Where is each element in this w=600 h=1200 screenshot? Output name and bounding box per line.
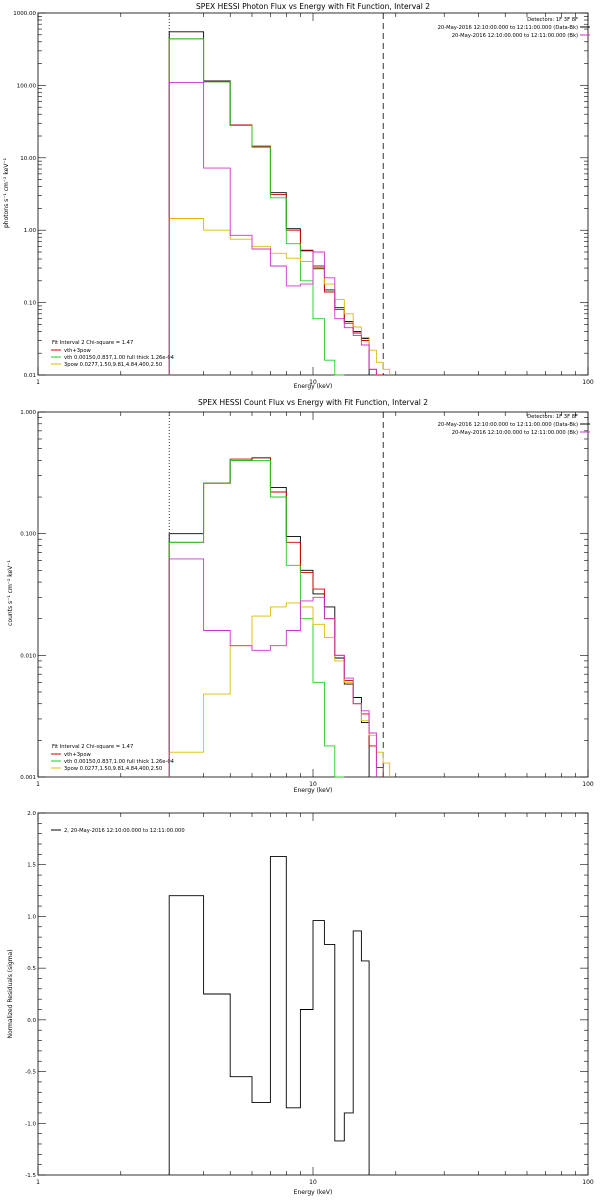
header-line-2: 20-May-2016 12:10:00.000 to 12:11:00.000… bbox=[438, 25, 578, 31]
legend-title: Fit Interval 2 Chi-square = 1.47 bbox=[52, 340, 133, 346]
series-total-line bbox=[168, 457, 370, 777]
y-tick-label: 0.100 bbox=[20, 532, 36, 538]
y-tick-label: 0.0 bbox=[27, 1018, 36, 1024]
x-tick-label: 1 bbox=[36, 379, 40, 386]
y-axis-label: counts s⁻¹ cm⁻² keV⁻¹ bbox=[7, 560, 14, 626]
legend-label-vth: vth 0.00150,0.837,1.00 full thick 1.26e-… bbox=[64, 355, 175, 361]
series-total-line bbox=[168, 855, 370, 1175]
x-tick-label: 100 bbox=[582, 781, 594, 788]
header-line-3: 20-May-2016 12:10:00.000 to 12:11:00.000… bbox=[452, 430, 578, 436]
x-axis-label: Energy (keV) bbox=[294, 787, 333, 794]
x-tick-label: 10 bbox=[309, 781, 317, 788]
legend-label-fit: vth+3pow bbox=[64, 348, 92, 354]
series-total-line bbox=[168, 31, 370, 375]
y-tick-label: 1.0 bbox=[27, 914, 36, 920]
y-tick-label: -0.5 bbox=[25, 1070, 36, 1076]
series-3pow-line bbox=[168, 218, 391, 375]
x-tick-label: 100 bbox=[582, 379, 594, 386]
photon-flux-panel: SPEX HESSI Photon Flux vs Energy with Fi… bbox=[3, 2, 594, 390]
plot-frame bbox=[37, 411, 589, 778]
y-tick-label: -1.0 bbox=[25, 1121, 36, 1127]
legend-label-residual: 2, 20-May-2016 12:10:00.000 to 12:11:00.… bbox=[64, 828, 185, 834]
series-fit_sum-line bbox=[168, 457, 384, 777]
y-tick-label: 0.001 bbox=[20, 775, 36, 781]
y-tick-label: 0.10 bbox=[24, 301, 37, 307]
legend-label-3pow: 3pow 0.0277,1.50,9.81,4.84,400,2.50 bbox=[64, 362, 162, 368]
series-vth-line bbox=[168, 38, 345, 376]
x-tick-label: 10 bbox=[309, 379, 317, 386]
series-bk-line bbox=[168, 558, 377, 777]
header-line-3: 20-May-2016 12:10:00.000 to 12:11:00.000… bbox=[452, 33, 578, 39]
y-tick-label: 0.01 bbox=[24, 373, 36, 379]
panel-title: SPEX HESSI Count Flux vs Energy with Fit… bbox=[198, 398, 428, 407]
header-line-1: Detectors: 1F 3F 8F bbox=[527, 414, 578, 420]
series-vth-line bbox=[168, 459, 345, 778]
count-flux-panel: SPEX HESSI Count Flux vs Energy with Fit… bbox=[7, 398, 594, 794]
x-axis-label: Energy (keV) bbox=[294, 1189, 333, 1196]
residuals-panel: Energy (keV) Normalized Residuals (sigma… bbox=[7, 811, 594, 1196]
series-fit_sum-line bbox=[168, 38, 384, 376]
plot-frame bbox=[37, 12, 589, 376]
x-tick-label: 10 bbox=[309, 1179, 317, 1186]
x-tick-label: 100 bbox=[582, 1179, 594, 1186]
panel-title: SPEX HESSI Photon Flux vs Energy with Fi… bbox=[196, 2, 430, 11]
legend-title: Fit Interval 2 Chi-square = 1.47 bbox=[52, 744, 133, 750]
y-tick-label: 0.010 bbox=[20, 653, 36, 659]
y-tick-label: 1.00 bbox=[24, 228, 37, 234]
legend-label-3pow: 3pow 0.0277,1.50,9.81,4.84,400,2.50 bbox=[64, 766, 162, 772]
legend-label-fit: vth+3pow bbox=[64, 752, 92, 758]
legend-label-vth: vth 0.00150,0.837,1.00 full thick 1.26e-… bbox=[64, 759, 175, 765]
series-3pow-line bbox=[168, 602, 391, 777]
x-axis-label: Energy (keV) bbox=[294, 383, 333, 390]
y-tick-label: 1000.00 bbox=[13, 11, 36, 17]
y-tick-label: 1.5 bbox=[27, 863, 36, 869]
y-axis-label: Normalized Residuals (sigma) bbox=[7, 949, 14, 1038]
y-tick-label: 2.0 bbox=[27, 811, 36, 817]
y-tick-label: 100.00 bbox=[17, 83, 37, 89]
y-tick-label: 0.5 bbox=[27, 966, 36, 972]
y-axis-label: photons s⁻¹ cm⁻² keV⁻¹ bbox=[3, 157, 10, 228]
series-bk-line bbox=[168, 81, 377, 375]
y-tick-label: 10.00 bbox=[20, 156, 36, 162]
y-tick-label: -1.5 bbox=[25, 1173, 36, 1179]
header-line-2: 20-May-2016 12:10:00.000 to 12:11:00.000… bbox=[438, 422, 578, 428]
y-tick-label: 1.000 bbox=[20, 410, 36, 416]
x-tick-label: 1 bbox=[36, 781, 40, 788]
header-line-1: Detectors: 1F 3F 8F bbox=[527, 17, 578, 23]
x-tick-label: 1 bbox=[36, 1179, 40, 1186]
